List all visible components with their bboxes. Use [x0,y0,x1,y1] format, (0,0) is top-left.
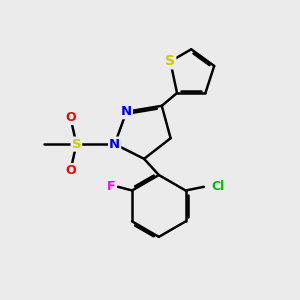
Text: S: S [165,54,175,68]
Text: Cl: Cl [211,180,224,193]
Text: O: O [65,111,76,124]
Text: O: O [65,164,76,177]
Text: N: N [121,105,132,118]
Text: N: N [109,138,120,151]
Text: S: S [72,138,81,151]
Text: F: F [106,180,115,193]
